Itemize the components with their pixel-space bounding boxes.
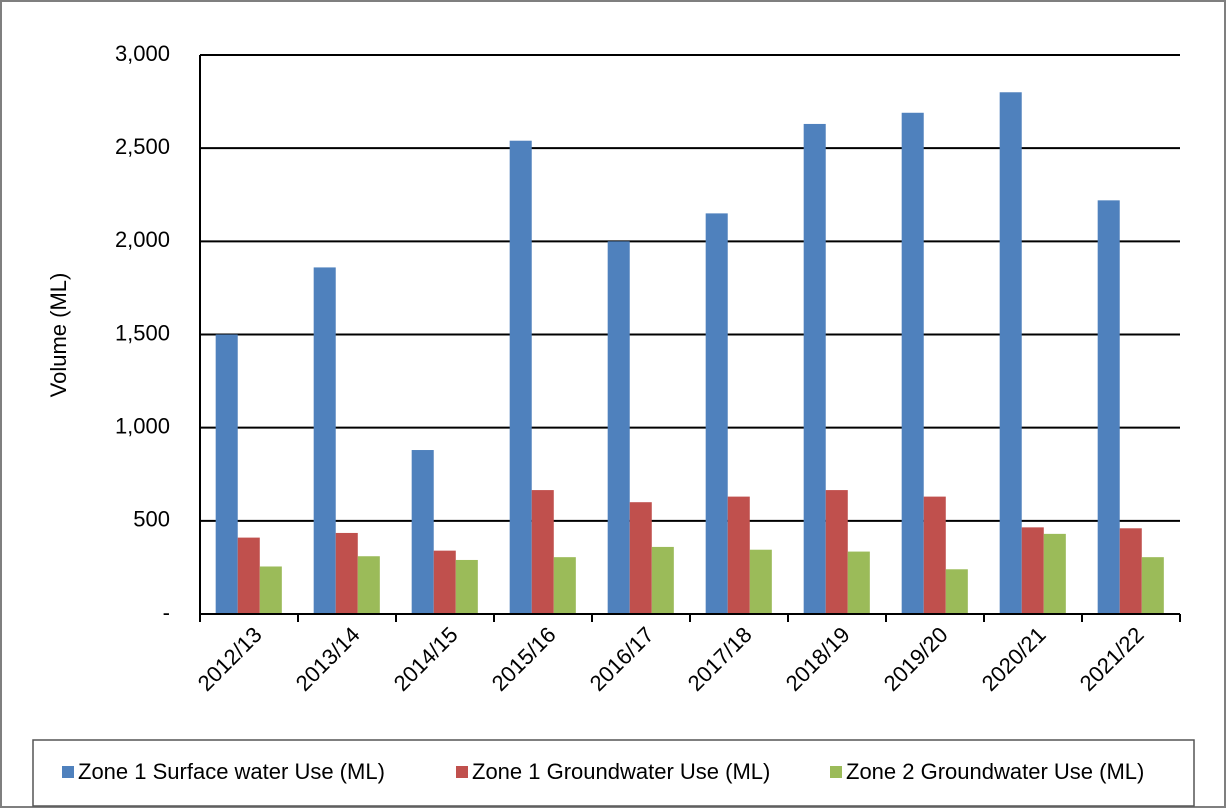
bar: [215, 334, 238, 614]
y-tick-label: 3,000: [115, 41, 170, 66]
bar: [433, 550, 456, 614]
bar: [1021, 527, 1044, 614]
legend-label: Zone 1 Surface water Use (ML): [78, 759, 385, 784]
bar: [923, 496, 946, 614]
legend-swatch: [62, 766, 74, 778]
bar: [803, 123, 826, 615]
y-tick-label: 2,000: [115, 227, 170, 252]
bar: [1119, 528, 1142, 614]
bar: [553, 557, 576, 614]
bar: [749, 549, 772, 614]
y-axis-label: Volume (ML): [46, 273, 71, 398]
bar: [259, 566, 282, 614]
y-tick-label: -: [163, 600, 170, 625]
y-tick-label: 1,500: [115, 320, 170, 345]
bar: [945, 569, 968, 614]
bar: [705, 213, 728, 614]
bar: [357, 556, 380, 614]
bar: [901, 112, 924, 614]
bar: [313, 267, 336, 614]
bar: [727, 496, 750, 614]
y-tick-label: 1,000: [115, 413, 170, 438]
bar: [999, 92, 1022, 615]
bar: [531, 490, 554, 614]
legend-swatch: [830, 766, 842, 778]
y-tick-label: 2,500: [115, 134, 170, 159]
legend-label: Zone 2 Groundwater Use (ML): [846, 759, 1144, 784]
bar: [825, 490, 848, 614]
bar: [455, 559, 478, 614]
bar: [1141, 557, 1164, 614]
bar: [411, 450, 434, 614]
bar: [847, 551, 870, 614]
bar: [335, 532, 358, 614]
bar: [1097, 200, 1120, 614]
bar: [1043, 533, 1066, 614]
bar: [509, 140, 532, 615]
bar: [651, 546, 674, 614]
bar: [629, 502, 652, 614]
legend-label: Zone 1 Groundwater Use (ML): [472, 759, 770, 784]
legend-swatch: [456, 766, 468, 778]
legend-box: [32, 739, 1195, 807]
y-tick-label: 500: [133, 507, 170, 532]
bar: [237, 537, 260, 614]
bar: [607, 241, 630, 615]
